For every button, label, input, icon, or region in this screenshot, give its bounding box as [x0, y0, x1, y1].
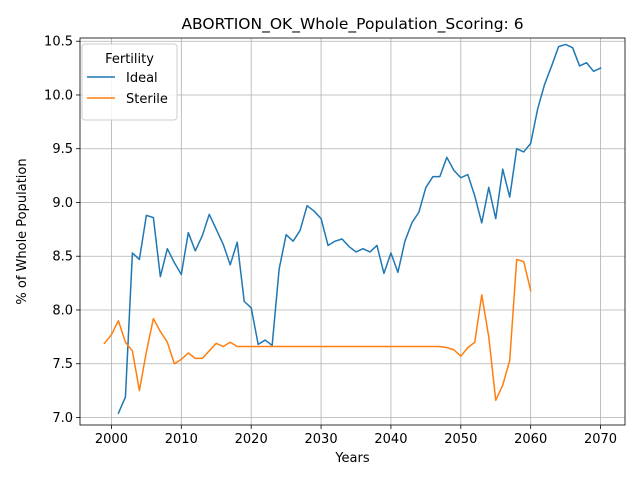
legend: Fertility Ideal Sterile — [81, 43, 178, 121]
y-tick-label: 7.0 — [52, 411, 73, 426]
x-tick-label: 2040 — [374, 432, 407, 447]
x-tick-label: 2050 — [444, 432, 477, 447]
y-tick-label: 10.5 — [44, 35, 73, 50]
y-tick-label: 9.0 — [52, 196, 73, 211]
legend-title: Fertility — [105, 52, 154, 67]
y-axis-label: % of Whole Population — [15, 158, 30, 304]
legend-label-ideal: Ideal — [126, 71, 158, 86]
y-tick-label: 8.0 — [52, 303, 73, 318]
series-line-sterile — [103, 258, 532, 402]
x-axis-label: Years — [334, 451, 370, 466]
chart-title: ABORTION_OK_Whole_Population_Scoring: 6 — [181, 15, 523, 34]
x-tick-label: 2010 — [165, 432, 198, 447]
axis-ticks: 2000 2010 2020 2030 2040 2050 2060 2070 7.0 7.5 8.… — [44, 35, 617, 447]
grid — [80, 38, 625, 425]
x-tick-label: 2060 — [514, 432, 547, 447]
legend-label-sterile: Sterile — [126, 92, 168, 107]
y-tick-label: 7.5 — [52, 357, 73, 372]
series-lines — [103, 43, 602, 415]
series-line-ideal — [117, 43, 602, 415]
y-tick-label: 9.5 — [52, 142, 73, 157]
legend-box — [81, 43, 178, 121]
y-tick-label: 10.0 — [44, 88, 73, 103]
plot-frame — [79, 37, 626, 426]
x-tick-label: 2070 — [584, 432, 617, 447]
x-tick-label: 2020 — [235, 432, 268, 447]
y-tick-label: 8.5 — [52, 250, 73, 265]
x-tick-label: 2030 — [305, 432, 338, 447]
x-tick-label: 2000 — [95, 432, 128, 447]
